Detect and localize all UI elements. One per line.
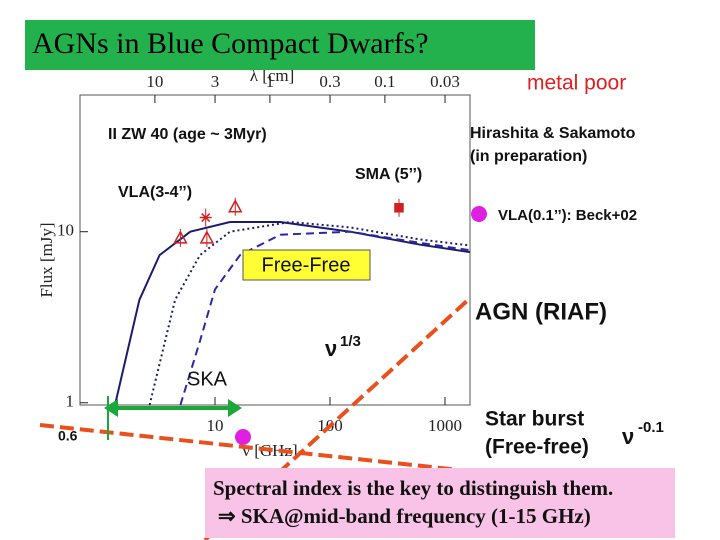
beck-marker [235,429,251,445]
x-tick-label: 1000 [428,416,462,435]
starburst-slope-exponent: -0.1 [638,419,664,436]
title: AGNs in Blue Compact Dwarfs? [32,27,429,60]
subtitle: metal poor [527,72,626,95]
y-tick-label: 1 [66,392,75,411]
observation [394,203,404,213]
source: (in preparation) [470,148,587,165]
observation [199,230,215,244]
x2-tick-label: 0.3 [319,72,340,91]
x2-tick-label: 0.03 [430,72,460,91]
ska-label: SKA [187,368,228,390]
overlay: AGNs in Blue Compact Dwarfs? metal poor … [25,20,675,540]
free-free-box [242,249,371,281]
x2-tick-label: 10 [146,72,163,91]
ska-arrow-head [228,399,242,417]
observation [173,230,188,244]
model-curve [114,221,471,406]
free-free-label: Free-Free [262,254,351,276]
y-axis-label: Flux [mJy] [37,222,56,297]
plot: 10100100011010310.30.10.03ν [GHz]λ [cm]F… [37,66,471,460]
starburst-slope-base: ν [622,424,634,449]
vla-beck-label: VLA(0.1’’): Beck+02 [498,207,637,224]
conclusion: ⇒ SKA@mid-band frequency (1-15 GHz) [218,504,591,528]
sma-label: SMA (5’’) [355,166,422,183]
x-tick-label: 10 [206,416,223,435]
agn-slope-base: ν [325,336,337,361]
y-tick-label: 10 [57,221,74,240]
x2-axis-label: λ [cm] [250,66,295,85]
conclusion: Spectral index is the key to distinguish… [213,476,613,500]
starburst-label: Star burst [485,408,584,431]
vla-marker [471,206,487,222]
observation [227,199,243,213]
source: Hirashita & Sakamoto [470,125,636,142]
model-curve [148,220,471,406]
starburst-slope-line [39,423,479,474]
starburst-label: (Free-free) [485,436,589,459]
agn-label: AGN (RIAF) [475,298,607,325]
x2-tick-label: 3 [211,72,220,91]
x2-tick-label: 0.1 [374,72,395,91]
object-label: II ZW 40 (age ~ 3Myr) [108,126,267,143]
plot-frame [79,94,471,406]
observation [199,213,212,223]
model-curve [179,230,471,406]
vla-label: VLA(3-4’’) [118,184,192,201]
x2-tick-label: 1 [266,72,275,91]
agn-slope-exponent: 1/3 [340,333,361,350]
conclusion-box [205,468,675,538]
title-box [25,20,535,70]
ska-low-label: 0.6 [58,428,78,444]
ska-arrow-head [104,399,118,417]
